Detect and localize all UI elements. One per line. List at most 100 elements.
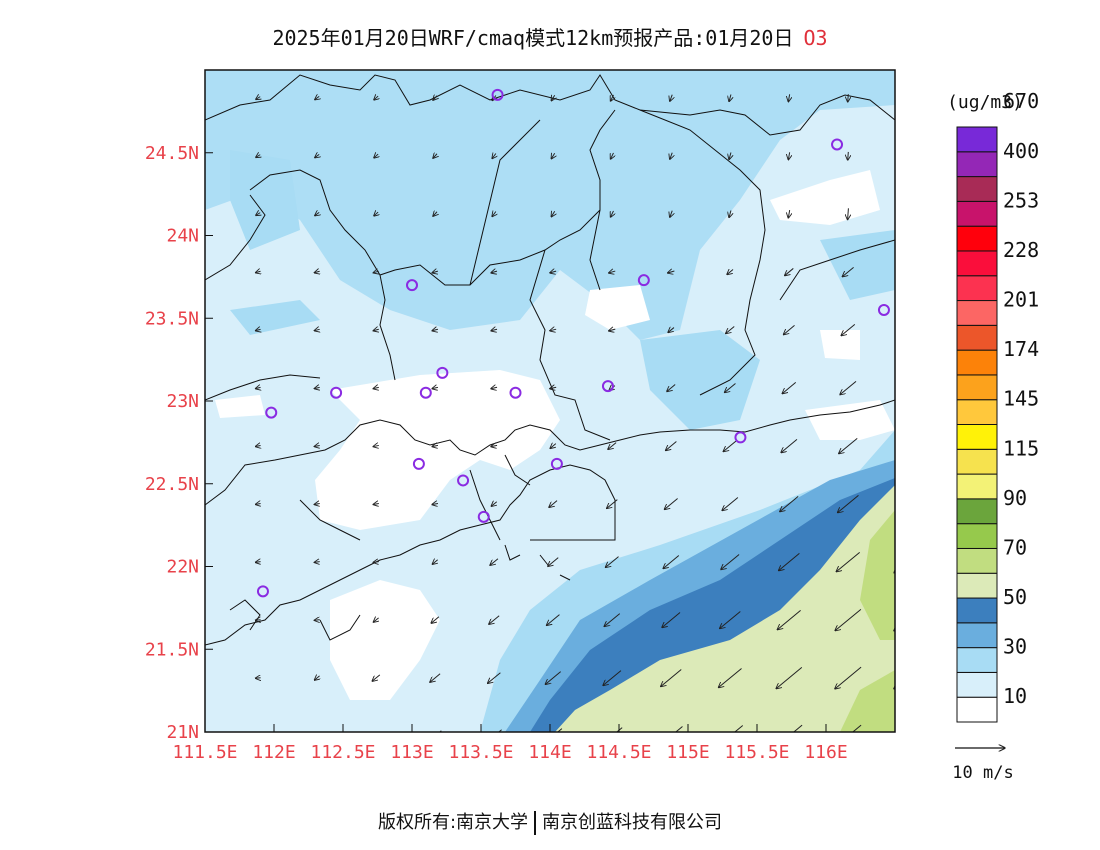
wind-arrow	[373, 618, 378, 622]
wind-arrow	[255, 329, 260, 330]
legend-swatch	[956, 176, 998, 202]
lon-label: 114E	[528, 742, 571, 763]
legend-swatch	[956, 200, 998, 227]
station-marker	[831, 138, 844, 151]
station-marker	[477, 510, 490, 523]
wind-arrow	[255, 271, 260, 272]
station-markers	[256, 88, 890, 598]
legend-unit: (ug/m3)	[947, 92, 1023, 113]
legend-label: 400	[1003, 139, 1039, 163]
wind-arrow	[432, 445, 439, 446]
wind-arrow	[839, 437, 858, 453]
wind-arrow	[373, 329, 379, 330]
wind-arrow	[314, 676, 319, 680]
wind-arrow	[776, 667, 803, 688]
wind-arrow	[670, 94, 672, 102]
wind-arrow	[783, 325, 795, 334]
legend-swatch	[956, 448, 998, 475]
wind-arrow	[734, 725, 744, 732]
wind-arrow	[380, 731, 382, 732]
wind-vectors	[255, 94, 917, 739]
wind-arrow	[788, 209, 789, 218]
wind-arrow	[550, 387, 557, 388]
station-marker	[637, 274, 650, 287]
legend-swatch	[956, 324, 998, 351]
wind-arrow	[314, 620, 319, 621]
wind-arrow	[729, 152, 731, 159]
wind-arrow	[609, 329, 616, 331]
legend-swatch	[956, 547, 998, 574]
title-text: 2025年01月20日WRF/cmaq模式12km预报产品:01月20日	[272, 26, 794, 50]
wind-arrow	[374, 96, 378, 100]
wind-arrow	[491, 329, 498, 331]
copyright-footer: 版权所有:南京大学 南京创蓝科技有限公司	[0, 808, 1100, 835]
lat-label: 24N	[166, 226, 199, 247]
wind-arrow	[492, 153, 496, 158]
wind-arrow	[841, 323, 856, 335]
legend-swatch	[956, 647, 998, 673]
wind-arrow	[852, 724, 862, 732]
legend-swatch	[956, 622, 998, 649]
wind-arrow	[550, 271, 557, 273]
wind-arrow	[729, 94, 731, 101]
wind-arrow	[840, 380, 857, 394]
legend-swatch	[956, 572, 998, 599]
wind-arrow	[313, 733, 321, 739]
lon-label: 112.5E	[310, 742, 375, 763]
station-marker	[457, 474, 470, 487]
lat-label: 21.5N	[145, 639, 199, 660]
wind-arrow	[373, 387, 379, 388]
wind-arrow	[255, 445, 260, 446]
wind-arrow	[780, 496, 799, 511]
wind-arrow	[785, 268, 794, 275]
wind-arrow	[793, 724, 803, 732]
latitude-labels: 24.5N 24N 23.5N 23N 22.5N 22N 21.5N 21N	[145, 143, 213, 743]
wind-arrow	[838, 494, 859, 512]
wind-arrow	[609, 271, 616, 273]
wind-arrow	[720, 611, 741, 628]
station-marker	[419, 386, 432, 399]
wind-arrow	[729, 210, 731, 217]
wind-arrow	[432, 387, 439, 388]
lon-label: 113.5E	[448, 742, 513, 763]
wind-arrow	[670, 210, 672, 218]
wind-arrow	[256, 97, 260, 100]
wind-arrow	[433, 212, 437, 216]
wind-scale-label: 10 m/s	[952, 763, 1013, 783]
wind-arrow	[491, 271, 498, 273]
lat-label: 22N	[166, 557, 199, 578]
wind-arrow	[256, 155, 260, 158]
wind-arrow	[896, 437, 917, 454]
wind-arrow	[723, 440, 737, 451]
footer-right: 南京创蓝科技有限公司	[542, 812, 723, 833]
concentration-field	[205, 70, 895, 732]
legend-swatch	[956, 399, 998, 426]
wind-arrow	[848, 151, 849, 160]
legend-swatch	[956, 300, 998, 326]
wind-arrow	[788, 94, 789, 101]
wind-arrow	[848, 94, 849, 102]
legend-swatch	[956, 374, 998, 401]
wind-arrow	[551, 153, 554, 159]
wind-arrow	[668, 328, 675, 333]
legend-label: 670	[1003, 89, 1039, 113]
wind-arrow	[664, 498, 678, 510]
footer-left: 版权所有:南京大学	[377, 812, 529, 833]
wind-arrow	[432, 271, 438, 273]
legend-swatch	[956, 597, 998, 624]
wind-arrow	[607, 499, 618, 509]
wind-arrow	[726, 326, 735, 333]
wind-arrow	[491, 445, 498, 446]
wind-arrow	[842, 266, 854, 276]
station-marker	[601, 380, 614, 393]
legend-label: 70	[1003, 535, 1027, 559]
wind-arrow	[611, 152, 614, 159]
legend-swatch	[956, 671, 998, 698]
color-legend	[956, 126, 998, 723]
legend-label: 201	[1003, 288, 1039, 312]
wind-arrow	[314, 387, 319, 388]
wind-arrow	[490, 558, 499, 566]
wind-arrow	[255, 504, 260, 505]
lon-label: 115.5E	[724, 742, 789, 763]
